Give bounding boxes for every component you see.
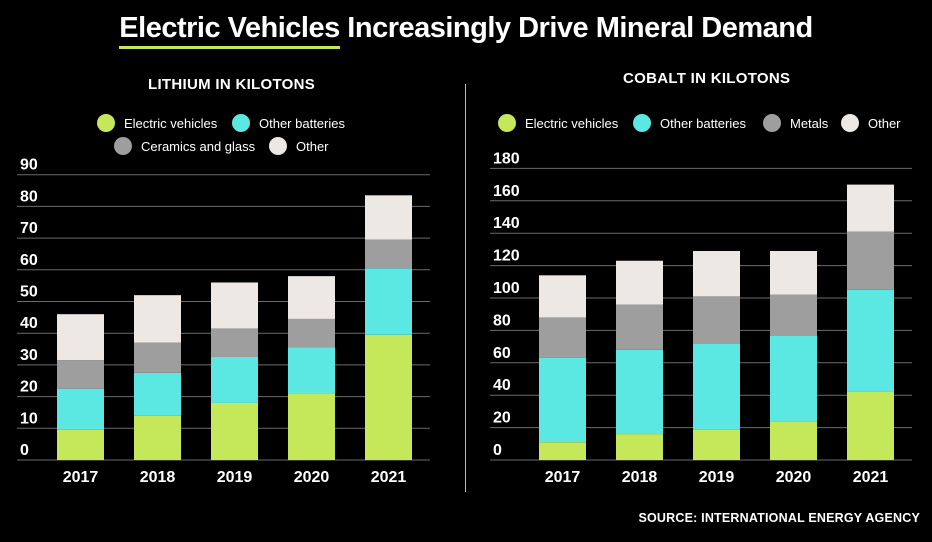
cobalt-bar-other-2017 xyxy=(539,275,586,318)
lithium-bar-other-2019 xyxy=(211,282,258,329)
cobalt-bar-other-2020 xyxy=(770,251,817,295)
lithium-bar-other-2020 xyxy=(288,276,335,319)
lithium-legend-swatch-ceramics-and-glass xyxy=(114,137,132,155)
cobalt-bar-other-batteries-2018 xyxy=(616,349,663,435)
cobalt-y-tick-label: 80 xyxy=(493,312,511,329)
lithium-y-tick-label: 90 xyxy=(20,157,38,174)
cobalt-y-tick-label: 0 xyxy=(493,442,502,459)
lithium-y-tick-label: 70 xyxy=(20,220,38,237)
cobalt-legend-swatch-other xyxy=(841,114,859,132)
lithium-x-tick-label: 2020 xyxy=(294,469,330,486)
lithium-legend-label-ceramics-and-glass: Ceramics and glass xyxy=(141,139,256,154)
lithium-bar-other-batteries-2018 xyxy=(134,372,181,416)
cobalt-bar-metals-2019 xyxy=(693,296,740,344)
title-highlight: Electric Vehicles xyxy=(119,12,340,49)
lithium-bar-other-batteries-2019 xyxy=(211,356,258,403)
lithium-bar-ceramics-and-glass-2021 xyxy=(365,239,412,269)
lithium-x-tick-label: 2017 xyxy=(63,469,99,486)
lithium-y-tick-label: 30 xyxy=(20,347,38,364)
lithium-bar-electric-vehicles-2017 xyxy=(57,429,104,460)
cobalt-bar-electric-vehicles-2019 xyxy=(693,429,740,460)
cobalt-legend-swatch-other-batteries xyxy=(633,114,651,132)
cobalt-x-tick-label: 2018 xyxy=(622,469,658,486)
cobalt-y-tick-label: 40 xyxy=(493,377,511,394)
cobalt-bar-other-2021 xyxy=(847,184,894,232)
lithium-bar-electric-vehicles-2018 xyxy=(134,415,181,460)
lithium-y-tick-label: 40 xyxy=(20,315,38,332)
cobalt-bar-metals-2021 xyxy=(847,231,894,290)
lithium-x-tick-label: 2018 xyxy=(140,469,176,486)
cobalt-legend-label-metals: Metals xyxy=(790,116,829,131)
cobalt-y-tick-label: 60 xyxy=(493,345,511,362)
cobalt-bar-electric-vehicles-2017 xyxy=(539,442,586,460)
lithium-y-tick-label: 80 xyxy=(20,188,38,205)
lithium-chart-title: LITHIUM IN KILOTONS xyxy=(148,76,316,93)
cobalt-bar-electric-vehicles-2018 xyxy=(616,434,663,460)
cobalt-y-tick-label: 20 xyxy=(493,410,511,427)
lithium-y-tick-label: 50 xyxy=(20,284,38,301)
cobalt-legend-label-electric-vehicles: Electric vehicles xyxy=(525,116,619,131)
cobalt-legend-swatch-electric-vehicles xyxy=(498,114,516,132)
lithium-bar-electric-vehicles-2021 xyxy=(365,334,412,460)
cobalt-bar-metals-2017 xyxy=(539,317,586,358)
cobalt-bar-metals-2018 xyxy=(616,304,663,350)
cobalt-bar-other-2019 xyxy=(693,251,740,297)
lithium-y-tick-label: 0 xyxy=(20,442,29,459)
lithium-bar-other-2021 xyxy=(365,195,412,240)
cobalt-legend-label-other: Other xyxy=(868,116,901,131)
lithium-bar-other-batteries-2017 xyxy=(57,388,104,430)
cobalt-bar-electric-vehicles-2021 xyxy=(847,391,894,460)
cobalt-y-tick-label: 100 xyxy=(493,280,520,297)
lithium-bar-ceramics-and-glass-2018 xyxy=(134,342,181,373)
lithium-bar-electric-vehicles-2019 xyxy=(211,402,258,460)
lithium-x-tick-label: 2021 xyxy=(371,469,407,486)
lithium-legend-label-electric-vehicles: Electric vehicles xyxy=(124,116,218,131)
lithium-bar-ceramics-and-glass-2020 xyxy=(288,318,335,348)
cobalt-bar-other-2018 xyxy=(616,260,663,305)
cobalt-x-tick-label: 2019 xyxy=(699,469,735,486)
cobalt-bar-other-batteries-2021 xyxy=(847,289,894,392)
lithium-bar-electric-vehicles-2020 xyxy=(288,393,335,460)
cobalt-legend-swatch-metals xyxy=(763,114,781,132)
lithium-bar-ceramics-and-glass-2017 xyxy=(57,360,104,389)
lithium-bar-other-batteries-2020 xyxy=(288,347,335,394)
cobalt-legend-label-other-batteries: Other batteries xyxy=(660,116,746,131)
lithium-bar-other-2018 xyxy=(134,295,181,343)
lithium-legend-swatch-other-batteries xyxy=(232,114,250,132)
cobalt-y-tick-label: 140 xyxy=(493,215,520,232)
cobalt-y-tick-label: 180 xyxy=(493,150,520,167)
lithium-y-tick-label: 60 xyxy=(20,252,38,269)
lithium-bar-other-batteries-2021 xyxy=(365,268,412,335)
cobalt-x-tick-label: 2017 xyxy=(545,469,581,486)
lithium-legend-swatch-electric-vehicles xyxy=(97,114,115,132)
cobalt-bar-other-batteries-2017 xyxy=(539,357,586,443)
lithium-y-tick-label: 10 xyxy=(20,410,38,427)
cobalt-chart-title: COBALT IN KILOTONS xyxy=(623,70,791,87)
lithium-y-tick-label: 20 xyxy=(20,379,38,396)
cobalt-y-tick-label: 120 xyxy=(493,248,520,265)
cobalt-x-tick-label: 2020 xyxy=(776,469,812,486)
lithium-legend-label-other: Other xyxy=(296,139,329,154)
cobalt-x-tick-label: 2021 xyxy=(853,469,889,486)
title-rest: Increasingly Drive Mineral Demand xyxy=(339,12,813,44)
cobalt-bar-metals-2020 xyxy=(770,294,817,336)
main-title: Electric Vehicles Increasingly Drive Min… xyxy=(0,12,932,49)
cobalt-bar-other-batteries-2019 xyxy=(693,343,740,430)
lithium-x-tick-label: 2019 xyxy=(217,469,253,486)
cobalt-bar-electric-vehicles-2020 xyxy=(770,421,817,460)
source-note: SOURCE: INTERNATIONAL ENERGY AGENCY xyxy=(638,511,920,525)
lithium-bar-ceramics-and-glass-2019 xyxy=(211,328,258,357)
panel-divider xyxy=(465,84,466,492)
cobalt-y-tick-label: 160 xyxy=(493,183,520,200)
cobalt-bar-other-batteries-2020 xyxy=(770,335,817,422)
lithium-legend-swatch-other xyxy=(269,137,287,155)
lithium-bar-other-2017 xyxy=(57,314,104,361)
lithium-legend-label-other-batteries: Other batteries xyxy=(259,116,345,131)
